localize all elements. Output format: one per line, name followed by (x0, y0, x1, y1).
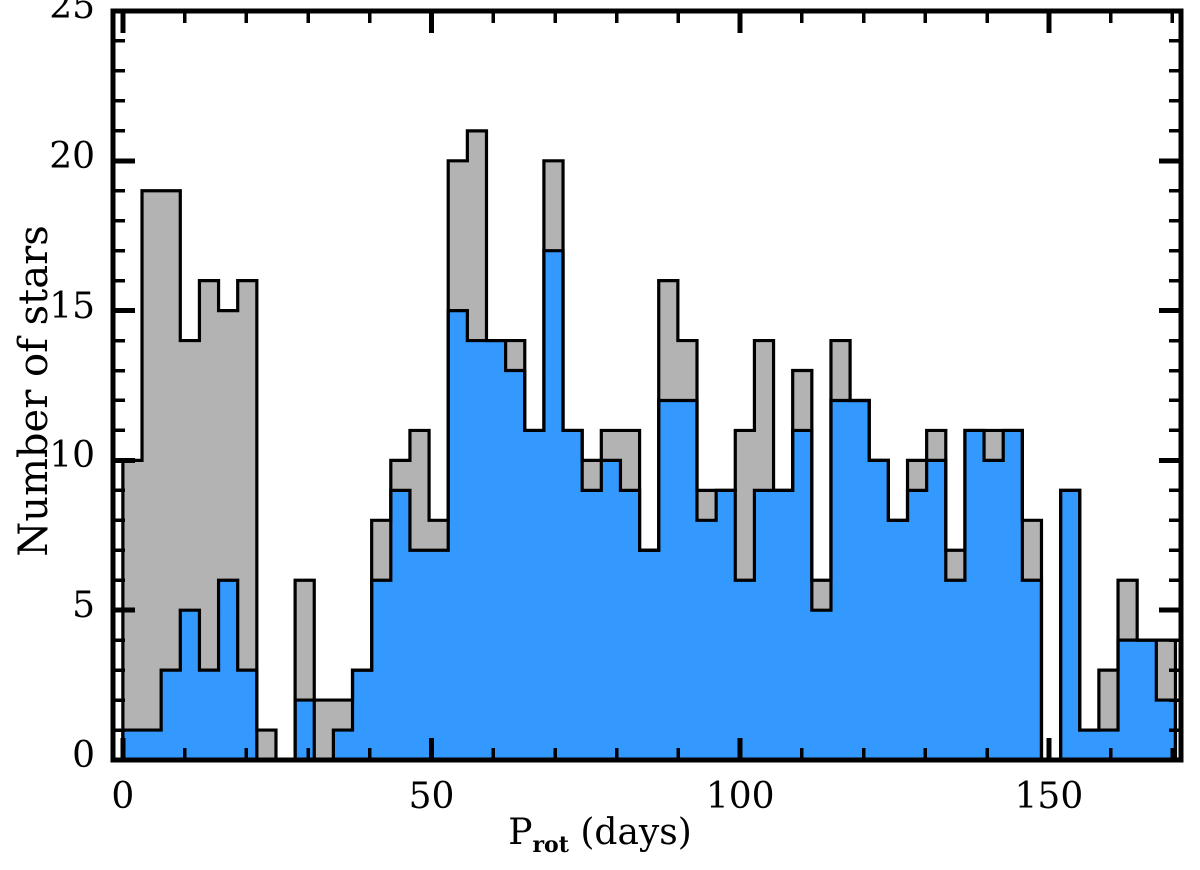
x-axis-label-subscript: rot (532, 832, 569, 859)
y-axis-label: Number of stars (11, 151, 57, 631)
y-tick-label: 20 (49, 135, 95, 177)
y-tick-label: 0 (72, 735, 95, 776)
x-axis-label-main: P (508, 812, 533, 853)
x-axis-label: Prot (days) (0, 812, 1200, 858)
y-tick-label: 10 (49, 435, 95, 477)
y-tick-label: 15 (49, 285, 95, 327)
y-axis-label-text: Number of stars (11, 225, 57, 557)
x-tick-label: 0 (111, 776, 135, 817)
x-tick-label: 150 (1014, 776, 1084, 817)
x-tick-label: 100 (705, 776, 775, 817)
x-axis-label-units: (days) (568, 812, 692, 853)
y-tick-label: 5 (72, 585, 95, 627)
y-tick-label: 25 (49, 0, 95, 27)
x-tick-label: 50 (408, 776, 455, 817)
